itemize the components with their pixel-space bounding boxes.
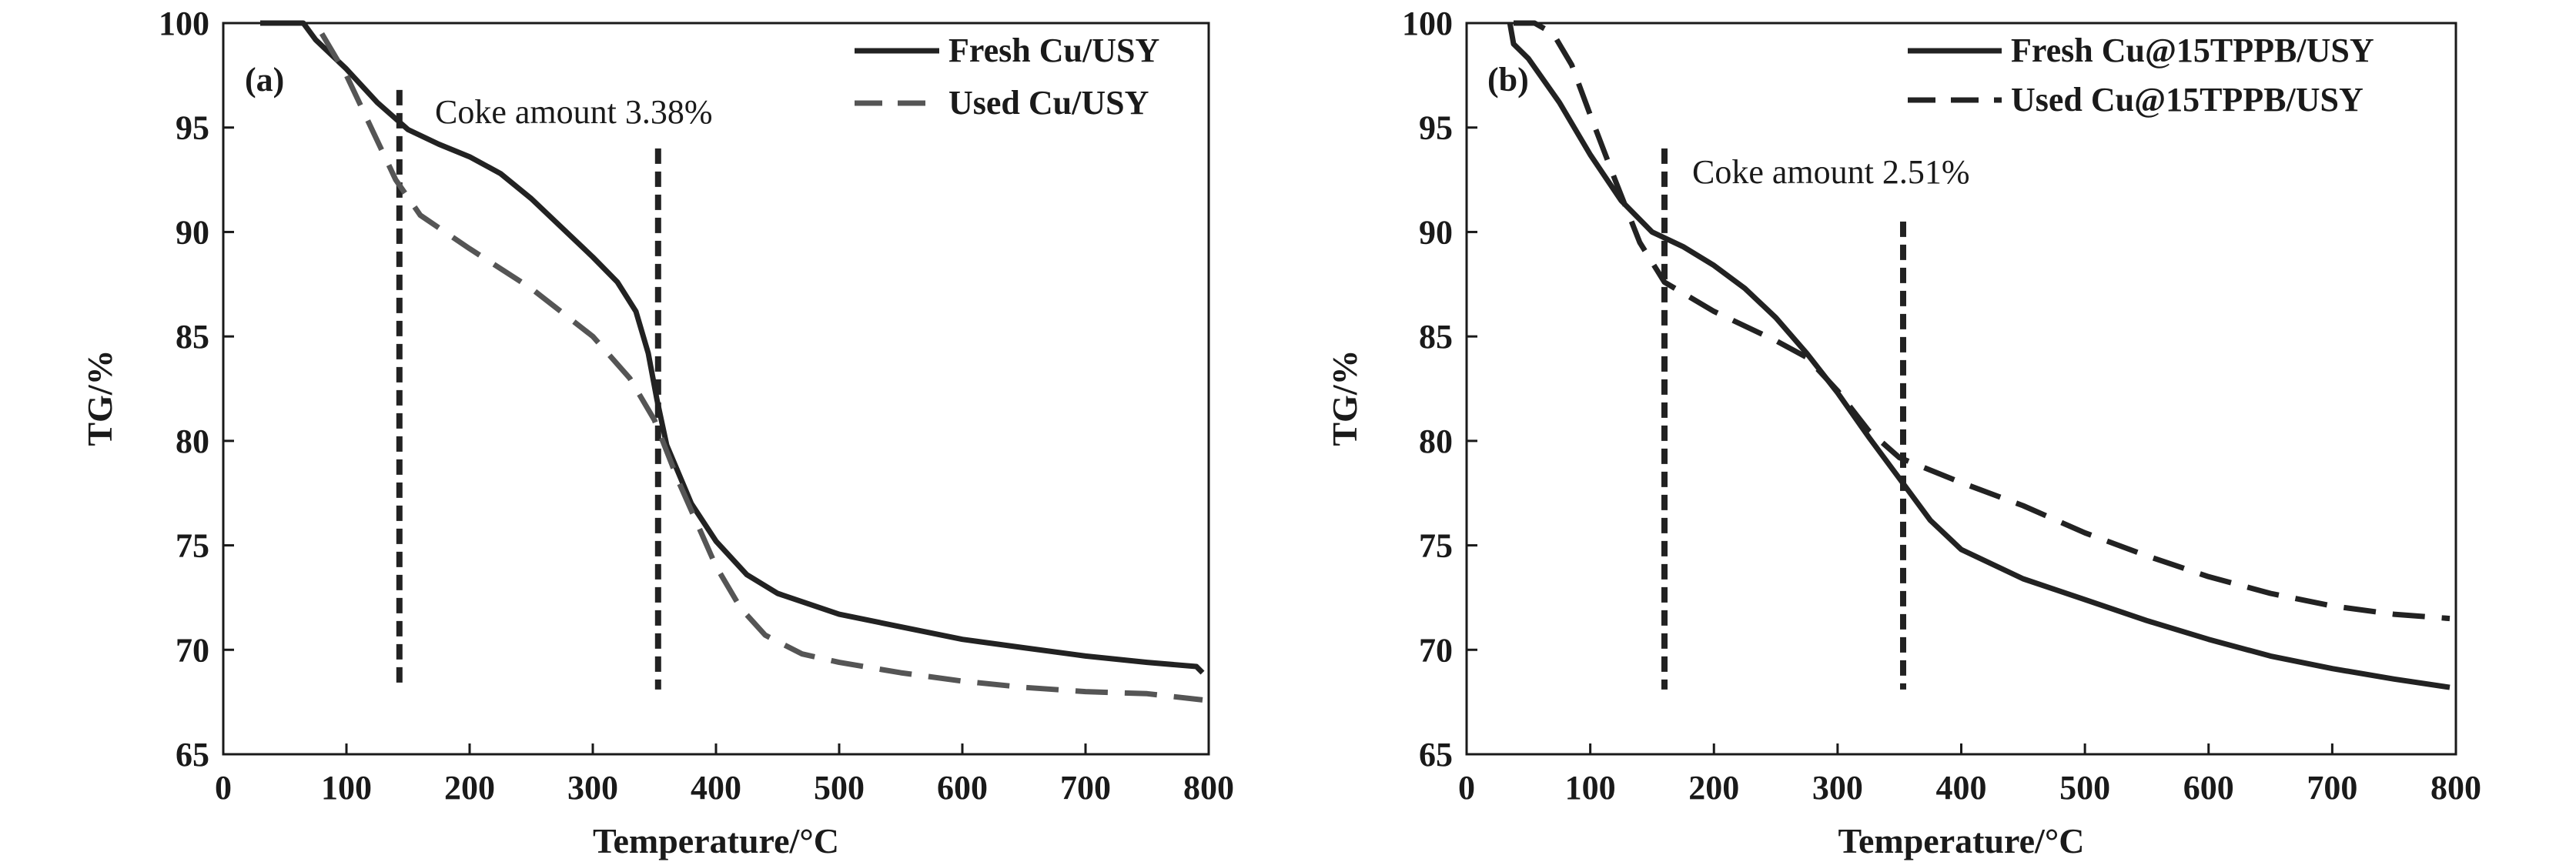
plot-frame (1465, 22, 2457, 756)
x-tick-label: 400 (1936, 769, 1987, 807)
x-axis-title: Temperature/°C (1838, 821, 2085, 860)
y-tick-label: 100 (1402, 5, 1453, 42)
y-tick-label: 65 (1419, 736, 1453, 773)
y-axis-title: TG/% (80, 349, 119, 446)
y-tick-label: 75 (1419, 527, 1453, 565)
x-tick-label: 600 (937, 769, 988, 807)
y-axis-title: TG/% (1325, 349, 1364, 446)
x-tick-label: 800 (2430, 769, 2481, 807)
y-tick-label: 85 (1419, 318, 1453, 356)
y-tick-label: 100 (159, 5, 209, 42)
series-line-fresh-cu-usy (260, 20, 1205, 675)
x-tick-label: 800 (1183, 769, 1234, 807)
legend-label: Used Cu/USY (948, 84, 1149, 122)
legend-label: Fresh Cu@15TPPB/USY (2011, 32, 2374, 69)
x-tick-label: 700 (1060, 769, 1111, 807)
y-tick-label: 65 (176, 736, 209, 773)
y-tick-label: 80 (176, 423, 209, 460)
x-tick-label: 200 (444, 769, 495, 807)
x-axis-title: Temperature/°C (593, 821, 839, 860)
y-tick-label: 90 (176, 213, 209, 251)
x-tick-label: 700 (2307, 769, 2357, 807)
panel-label: (b) (1487, 61, 1529, 99)
x-tick-label: 200 (1688, 769, 1739, 807)
y-tick-label: 95 (1419, 109, 1453, 147)
coke-amount-annotation: Coke amount 2.51% (1692, 153, 1970, 191)
panel-label: (a) (245, 61, 284, 99)
y-tick-label: 90 (1419, 213, 1453, 251)
y-tick-label: 70 (176, 631, 209, 669)
x-tick-label: 0 (215, 769, 232, 807)
series-line-fresh-cu-15tppb-usy (1507, 22, 2451, 690)
x-tick-label: 100 (1565, 769, 1616, 807)
series-line-used-cu-usy (319, 32, 1203, 703)
y-tick-label: 85 (176, 318, 209, 356)
x-tick-label: 400 (691, 769, 741, 807)
y-tick-label: 75 (176, 527, 209, 565)
x-tick-label: 0 (1458, 769, 1475, 807)
x-tick-label: 300 (1812, 769, 1863, 807)
chart-panel-a: 0 100 200 300 400 500 600 700 800 65 70 75 80 85 90 95 1… (80, 5, 1234, 860)
series-line-used-cu-15tppb-usy (1514, 20, 2451, 622)
y-tick-label: 70 (1419, 631, 1453, 669)
x-tick-label: 300 (567, 769, 618, 807)
coke-amount-annotation: Coke amount 3.38% (435, 93, 713, 131)
legend-label: Used Cu@15TPPB/USY (2011, 81, 2364, 119)
chart-panel-b: 0 100 200 300 400 500 600 700 800 65 70 75 80 85 90 95 1… (1325, 5, 2481, 860)
y-tick-label: 80 (1419, 423, 1453, 460)
x-tick-label: 600 (2183, 769, 2234, 807)
legend-label: Fresh Cu/USY (948, 32, 1159, 69)
x-tick-label: 100 (321, 769, 372, 807)
x-tick-label: 500 (2059, 769, 2110, 807)
x-tick-label: 500 (814, 769, 865, 807)
y-tick-label: 95 (176, 109, 209, 147)
